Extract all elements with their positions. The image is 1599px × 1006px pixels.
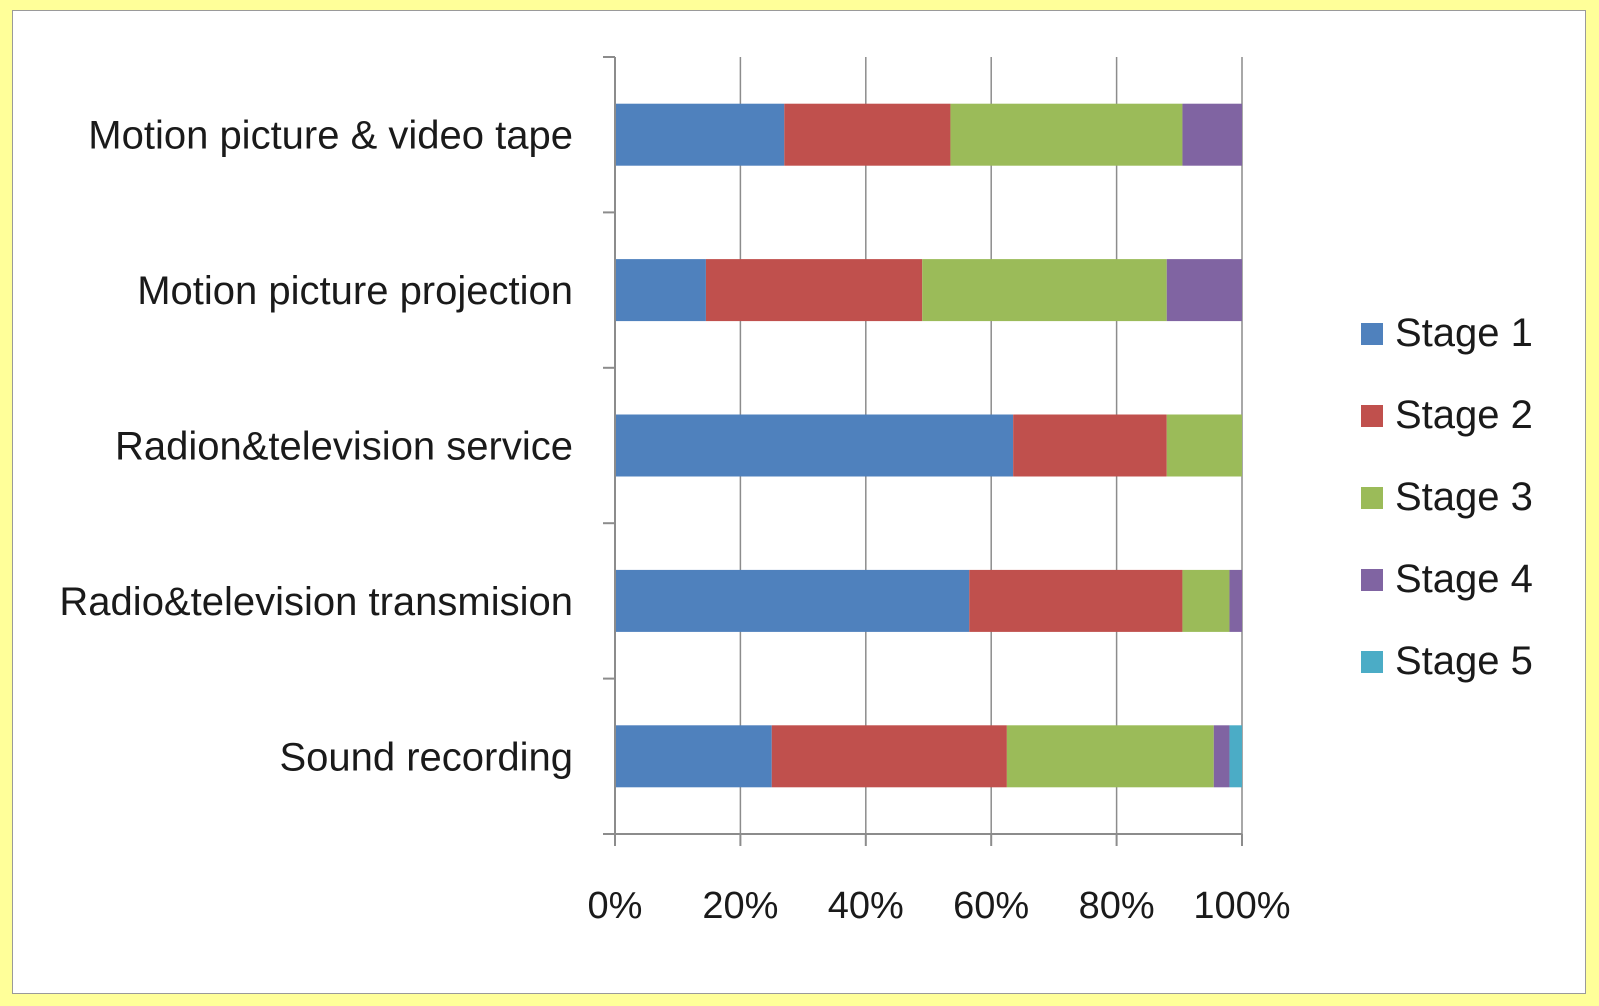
x-tick-label: 40% bbox=[828, 885, 904, 927]
bars bbox=[615, 103, 1242, 788]
legend-item: Stage 2 bbox=[1361, 393, 1533, 437]
chart-frame: Motion picture & video tape Motion pictur… bbox=[12, 10, 1586, 994]
legend-swatch bbox=[1361, 323, 1383, 345]
bar-segment bbox=[1182, 103, 1242, 166]
category-label: Radion&television service bbox=[115, 425, 573, 469]
bar-segment bbox=[615, 414, 1014, 477]
bar-segment bbox=[615, 725, 772, 788]
bar-segment bbox=[1213, 725, 1230, 788]
bar-segment bbox=[950, 103, 1183, 166]
legend-item: Stage 5 bbox=[1361, 639, 1533, 683]
x-tick-label: 0% bbox=[588, 885, 643, 927]
bar-segment bbox=[705, 259, 923, 322]
bar-segment bbox=[1229, 725, 1242, 788]
axes bbox=[603, 56, 1243, 846]
category-label: Sound recording bbox=[279, 735, 573, 779]
legend-label: Stage 1 bbox=[1395, 311, 1533, 355]
legend-swatch bbox=[1361, 569, 1383, 591]
legend-swatch bbox=[1361, 651, 1383, 673]
x-tick-label: 20% bbox=[702, 885, 778, 927]
stacked-bar-chart: Motion picture & video tape Motion pictur… bbox=[59, 56, 1533, 927]
legend-swatch bbox=[1361, 405, 1383, 427]
bar-segment bbox=[615, 103, 785, 166]
bar-segment bbox=[615, 259, 706, 322]
x-tick-labels: 0% 20% 40% 60% 80% 100% bbox=[588, 885, 1291, 927]
bar-segment bbox=[615, 569, 970, 632]
bar-segment bbox=[1006, 725, 1214, 788]
category-labels: Motion picture & video tape Motion pictur… bbox=[59, 114, 573, 780]
legend-swatch bbox=[1361, 487, 1383, 509]
bar-segment bbox=[1166, 259, 1242, 322]
category-label: Motion picture & video tape bbox=[88, 114, 573, 158]
legend-label: Stage 2 bbox=[1395, 393, 1533, 437]
category-label: Radio&television transmision bbox=[59, 580, 573, 624]
legend-label: Stage 4 bbox=[1395, 557, 1533, 601]
bar-segment bbox=[1166, 414, 1242, 477]
legend-label: Stage 3 bbox=[1395, 475, 1533, 519]
x-tick-label: 100% bbox=[1193, 885, 1290, 927]
legend-label: Stage 5 bbox=[1395, 639, 1533, 683]
bar-segment bbox=[922, 259, 1167, 322]
legend-item: Stage 1 bbox=[1361, 311, 1533, 355]
bar-segment bbox=[969, 569, 1183, 632]
bar-segment bbox=[1229, 569, 1242, 632]
bar-segment bbox=[784, 103, 951, 166]
bar-segment bbox=[771, 725, 1007, 788]
category-label: Motion picture projection bbox=[137, 269, 573, 313]
x-tick-label: 80% bbox=[1079, 885, 1155, 927]
bar-segment bbox=[1013, 414, 1167, 477]
legend-item: Stage 4 bbox=[1361, 557, 1533, 601]
legend: Stage 1 Stage 2 Stage 3 Stage 4 Stage 5 bbox=[1361, 311, 1533, 683]
bar-segment bbox=[1182, 569, 1230, 632]
x-tick-label: 60% bbox=[953, 885, 1029, 927]
legend-item: Stage 3 bbox=[1361, 475, 1533, 519]
